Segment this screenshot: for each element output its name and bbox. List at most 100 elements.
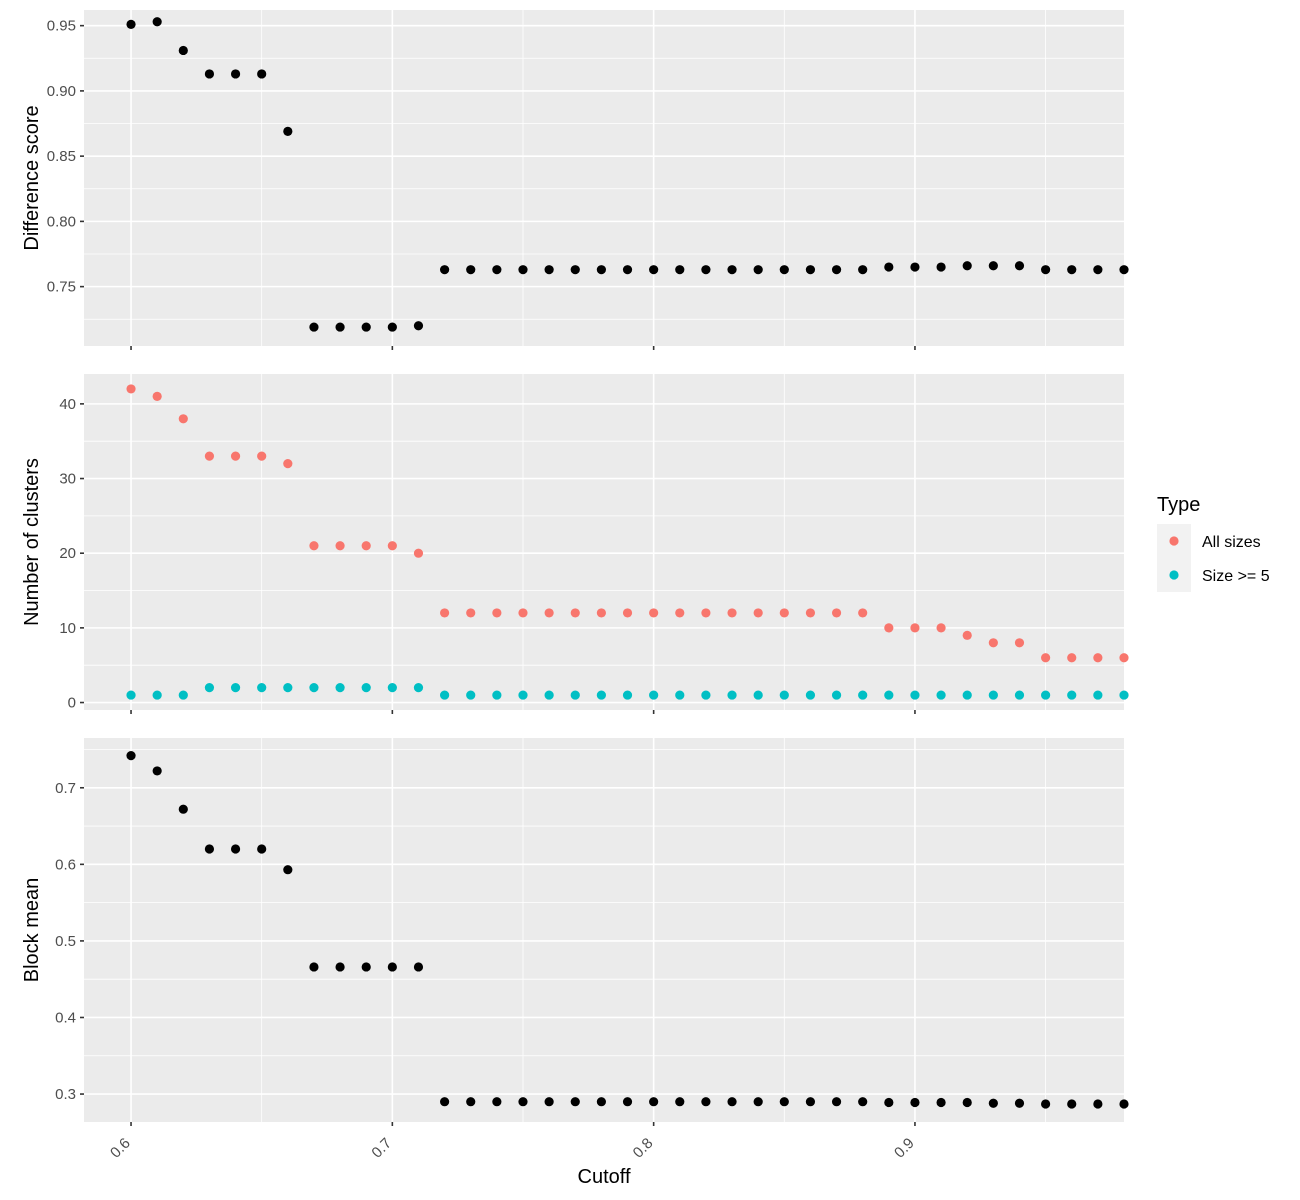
data-point	[1093, 1099, 1103, 1109]
data-point	[387, 322, 397, 332]
data-point	[283, 683, 293, 693]
data-point	[910, 1097, 920, 1108]
data-point	[884, 690, 894, 700]
data-point	[1067, 653, 1077, 663]
data-point	[309, 683, 319, 693]
data-point	[466, 1097, 476, 1107]
y-tick-label: 20	[59, 545, 76, 562]
data-point	[466, 608, 476, 618]
data-point	[622, 608, 633, 618]
data-point	[936, 690, 946, 700]
data-point	[413, 548, 424, 558]
data-point	[753, 265, 763, 275]
data-point	[753, 608, 763, 618]
data-point	[884, 262, 894, 272]
x-tick-labels: 0.6 0.7 0.8 0.9	[107, 1135, 918, 1162]
data-point	[701, 265, 711, 275]
data-point	[753, 690, 763, 700]
data-point	[779, 690, 789, 700]
legend-label: Size >= 5	[1202, 568, 1270, 585]
data-point	[858, 265, 868, 275]
data-point	[204, 451, 215, 461]
data-point	[910, 623, 920, 633]
data-point	[152, 690, 162, 700]
data-point	[1041, 265, 1051, 275]
legend-swatch	[1169, 570, 1179, 580]
data-point	[622, 1097, 633, 1107]
data-point	[440, 1097, 450, 1107]
data-point	[596, 608, 606, 618]
x-tick-label: 0.7	[368, 1135, 395, 1162]
data-point	[1014, 638, 1025, 648]
data-point	[361, 541, 371, 551]
data-point	[675, 1097, 685, 1107]
data-point	[152, 391, 162, 401]
data-point	[858, 608, 868, 618]
data-point	[988, 1098, 998, 1108]
y-tick-label: 0.3	[55, 1086, 76, 1103]
x-tick-label: 0.6	[107, 1135, 134, 1162]
data-point	[335, 683, 345, 693]
data-point	[257, 844, 267, 854]
y-tick-label: 0.7	[55, 780, 76, 797]
y-tick-label: 0.5	[55, 933, 76, 950]
data-point	[544, 265, 554, 275]
data-point	[675, 265, 685, 275]
data-point	[178, 45, 188, 56]
data-point	[257, 69, 267, 79]
data-point	[152, 17, 162, 27]
data-point	[831, 265, 842, 275]
data-point	[466, 690, 476, 700]
data-point	[204, 69, 215, 79]
y-tick-label: 0.4	[55, 1009, 76, 1026]
data-point	[831, 690, 842, 700]
data-point	[805, 265, 816, 275]
data-point	[936, 262, 946, 272]
data-point	[518, 608, 528, 618]
panel-background	[84, 374, 1124, 710]
data-point	[1014, 1098, 1025, 1108]
panel-background	[84, 738, 1124, 1122]
data-point	[387, 541, 397, 551]
data-point	[466, 265, 476, 275]
data-point	[309, 322, 319, 332]
data-point	[1119, 653, 1129, 663]
data-point	[805, 608, 816, 618]
data-point	[988, 638, 998, 648]
legend-swatch	[1169, 536, 1179, 546]
data-point	[204, 844, 215, 854]
data-point	[309, 541, 319, 551]
data-point	[701, 608, 711, 618]
data-point	[257, 683, 267, 693]
data-point	[518, 1097, 528, 1107]
data-point	[1067, 1099, 1077, 1109]
data-point	[649, 690, 659, 700]
data-point	[387, 962, 397, 972]
data-point	[126, 751, 136, 761]
data-point	[727, 690, 737, 700]
data-point	[440, 608, 450, 618]
data-point	[413, 683, 424, 693]
data-point	[492, 1097, 502, 1107]
data-point	[884, 623, 894, 633]
data-point	[570, 690, 580, 700]
data-point	[178, 690, 188, 700]
data-point	[440, 690, 450, 700]
data-point	[257, 451, 267, 461]
data-point	[230, 69, 241, 79]
data-point	[805, 1097, 816, 1107]
data-point	[152, 766, 162, 776]
data-point	[622, 265, 633, 275]
data-point	[518, 265, 528, 275]
data-point	[831, 608, 842, 618]
y-tick-label: 0.90	[47, 83, 76, 100]
legend-title: Type	[1157, 494, 1200, 516]
data-point	[753, 1097, 763, 1107]
data-point	[805, 690, 816, 700]
data-point	[649, 608, 659, 618]
data-point	[1067, 265, 1077, 275]
data-point	[335, 322, 345, 332]
legend: Type All sizes Size >= 5	[1157, 494, 1270, 592]
data-point	[910, 690, 920, 700]
y-tick-label: 10	[59, 620, 76, 637]
